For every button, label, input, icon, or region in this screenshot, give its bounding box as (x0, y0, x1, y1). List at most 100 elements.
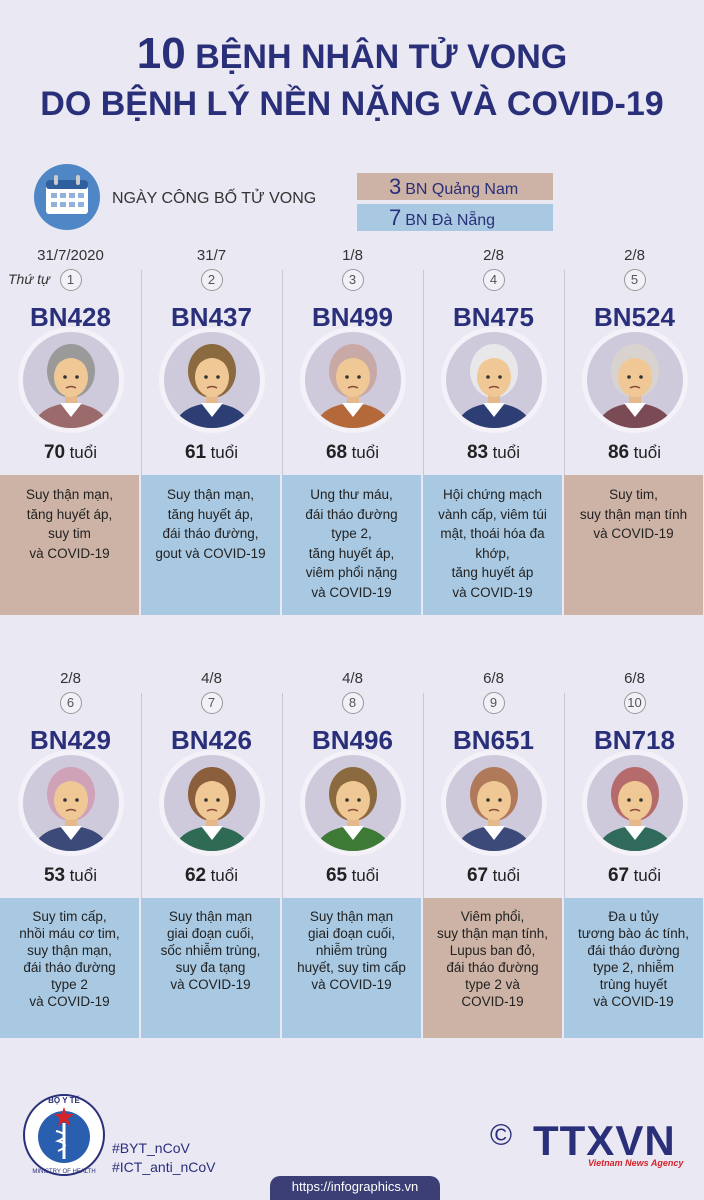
condition-line: giai đoạn cuối, (166, 926, 255, 941)
conditions-box: Suy thận mạn, tăng huyết áp, suy tim và COV… (0, 475, 139, 615)
logo-bottom-text: MINISTRY OF HEALTH (32, 1169, 95, 1175)
shape (203, 375, 208, 379)
date: 31/7 (196, 247, 227, 264)
shape (617, 357, 652, 397)
shape (334, 773, 371, 792)
age: 67 tuổi (423, 865, 564, 887)
condition-line: suy thận mạn tính, (436, 926, 549, 941)
age-value: 53 (43, 865, 66, 886)
order-badge: 1 (59, 269, 82, 291)
age: 62 tuổi (141, 865, 282, 887)
divider (282, 693, 283, 898)
shape (344, 375, 349, 379)
order-label: Thứ tự (8, 271, 50, 287)
age-value: 61 (184, 442, 207, 463)
title-number: 10 (136, 29, 186, 78)
condition-line: Hội chứng mạch (442, 487, 543, 502)
shape (200, 826, 223, 840)
avatar (581, 327, 688, 433)
legend-date-label: NGÀY CÔNG BỐ TỬ VONG (112, 190, 317, 207)
age-unit: tuổi (633, 866, 661, 885)
date: 31/7/2020 (37, 247, 104, 264)
condition-line: và COVID-19 (452, 584, 533, 600)
shape (356, 798, 361, 802)
date: 1/8 (342, 247, 363, 264)
condition-line: Suy thận mạn, (25, 487, 114, 502)
condition-line: Đa u tủy (608, 909, 659, 924)
avatar (158, 750, 265, 856)
shape (74, 375, 79, 379)
shape (482, 403, 505, 417)
age-unit: tuổi (351, 866, 379, 885)
shape (638, 375, 643, 379)
shape (475, 773, 512, 792)
condition-line: và COVID-19 (170, 977, 251, 992)
legend-item: 7 BN Đà Nẵng (357, 204, 553, 231)
shape (65, 385, 76, 389)
conditions-box: Viêm phổi, suy thận mạn tính, Lupus ban đỏ… (423, 898, 562, 1038)
shape (194, 357, 229, 397)
age-unit: tuổi (69, 866, 97, 885)
hashtag: #ICT_anti_nCoV (112, 1159, 216, 1175)
ministry-logo: BỘ Y TẾ MINISTRY OF HEALTH (23, 1094, 105, 1176)
condition-line: COVID-19 (461, 994, 524, 1009)
avatar (440, 750, 547, 856)
conditions-box: Suy tim, suy thận mạn tính và COVID-19 (564, 475, 703, 615)
divider (141, 693, 142, 898)
condition-line: khớp, (475, 545, 510, 561)
age-value: 70 (43, 442, 66, 463)
age-value: 67 (607, 865, 630, 886)
avatar (440, 327, 547, 433)
condition-line: Lupus ban đỏ, (449, 943, 536, 958)
shape (475, 350, 512, 369)
age-value: 83 (466, 442, 489, 463)
condition-line: Viêm phổi, (460, 909, 525, 924)
age: 86 tuổi (564, 442, 704, 464)
agency-logo: TTXVN (533, 1117, 676, 1164)
shape (335, 780, 370, 820)
condition-line: nhiễm trùng (315, 943, 388, 958)
condition-line: suy thận mạn, (27, 943, 112, 958)
conditions-box: Suy thận mạn giai đoạn cuối, sốc nhiễm trù… (141, 898, 280, 1038)
shape (203, 798, 208, 802)
condition-line: huyết, suy tim cấp (297, 960, 406, 975)
avatar (17, 327, 124, 433)
conditions-box: Suy tim cấp, nhồi máu cơ tim, suy thận mạn… (0, 898, 139, 1038)
shape (206, 385, 217, 389)
shape (488, 808, 499, 812)
shape (59, 403, 82, 417)
date: 2/8 (624, 247, 645, 264)
condition-line: tăng huyết áp, (308, 545, 395, 561)
shape (497, 375, 502, 379)
condition-line: Suy thận mạn (309, 909, 394, 924)
divider (282, 270, 283, 475)
conditions-box: Đa u tủy tương bào ác tính, đái tháo đường… (564, 898, 703, 1038)
condition-line: và COVID-19 (311, 584, 392, 600)
shape (616, 773, 653, 792)
condition-line: Suy thận mạn, (166, 487, 255, 502)
shape (52, 350, 89, 369)
condition-line: vành cấp, viêm túi (438, 506, 547, 522)
condition-line: Suy tim cấp, (32, 909, 107, 924)
shape (476, 780, 511, 820)
date: 6/8 (483, 670, 504, 687)
date: 2/8 (483, 247, 504, 264)
condition-line: và COVID-19 (593, 526, 674, 541)
shape (171, 344, 252, 428)
shape (341, 403, 364, 417)
legend-item: 3 BN Quảng Nam (357, 173, 553, 200)
age-value: 62 (184, 865, 207, 886)
copyright: © (490, 1119, 513, 1152)
condition-line: đái tháo đường (305, 506, 398, 522)
age: 68 tuổi (282, 442, 423, 464)
shape (193, 773, 230, 792)
condition-line: tăng huyết áp (451, 565, 534, 580)
shape (638, 798, 643, 802)
date: 6/8 (624, 670, 645, 687)
condition-line: Ung thư máu, (310, 487, 393, 502)
condition-line: giai đoạn cuối, (307, 926, 396, 941)
shape (194, 780, 229, 820)
age-unit: tuổi (492, 866, 520, 885)
date: 4/8 (342, 670, 363, 687)
url-bar: https://infographics.vn (270, 1176, 440, 1200)
